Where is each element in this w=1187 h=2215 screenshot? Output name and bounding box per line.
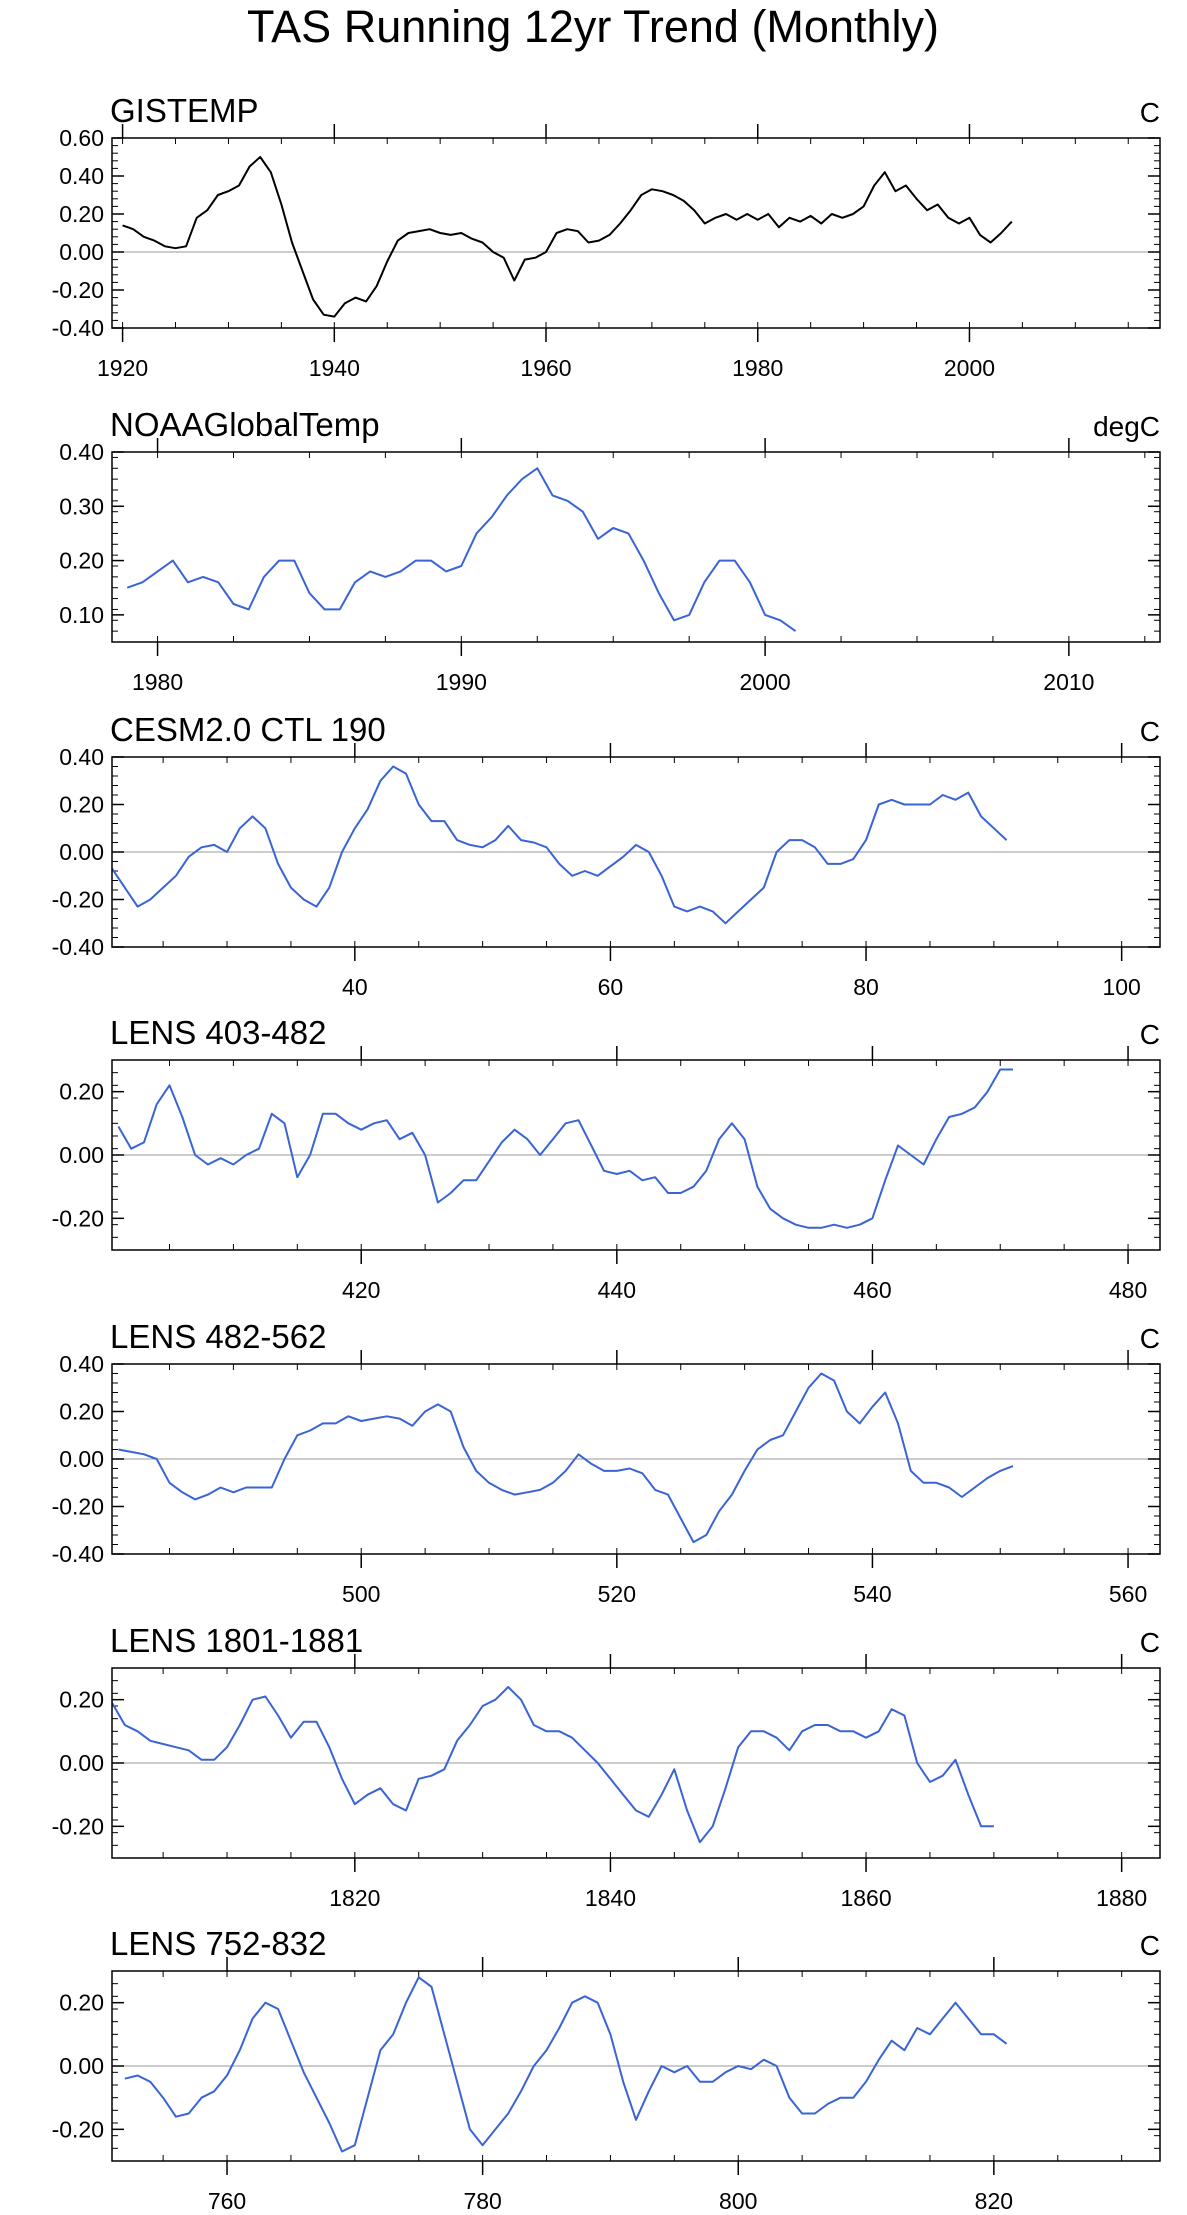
- y-tick-label: 0.20: [59, 1687, 104, 1713]
- y-tick-label: 0.40: [59, 163, 104, 189]
- y-tick-label: 0.20: [59, 1079, 104, 1105]
- panel-5: -0.40 -0.20 0.00 0.20 0.40 500 520 540 560 LENS 4…: [52, 1318, 1161, 1607]
- x-tick-label: 520: [598, 1581, 636, 1607]
- x-tick-label: 80: [853, 974, 879, 1000]
- x-tick-label: 60: [598, 974, 624, 1000]
- panel-title: GISTEMP: [110, 92, 259, 129]
- plot-frame: [111, 756, 1161, 948]
- series-line: [122, 156, 1013, 318]
- plot-frame: [111, 137, 1161, 329]
- x-tick-label: 1960: [520, 355, 571, 381]
- y-tick-label: -0.40: [52, 934, 104, 960]
- y-tick-label: 0.00: [59, 2053, 104, 2079]
- plot-frame: [111, 451, 1161, 643]
- figure-title: TAS Running 12yr Trend (Monthly): [247, 1, 939, 52]
- y-tick-label: 0.20: [59, 1990, 104, 2016]
- panels: -0.40 -0.20 0.00 0.20 0.40 0.60 1920 1940 1960 19…: [52, 92, 1161, 2214]
- y-tick-label: 0.00: [59, 239, 104, 265]
- y-tick-label: -0.20: [52, 2116, 104, 2142]
- y-tick-label: -0.20: [52, 1205, 104, 1231]
- panel-title: CESM2.0 CTL 190: [110, 711, 386, 748]
- x-tick-label: 820: [975, 2188, 1013, 2214]
- panel-3: -0.40 -0.20 0.00 0.20 0.40 40 60 80 100 CESM2.0 C…: [52, 711, 1161, 1000]
- panel-title: NOAAGlobalTemp: [110, 406, 380, 443]
- x-tick-label: 1980: [132, 669, 183, 695]
- panel-title: LENS 1801-1881: [110, 1622, 363, 1659]
- panel-1: -0.40 -0.20 0.00 0.20 0.40 0.60 1920 1940 1960 19…: [52, 92, 1161, 381]
- units-label: C: [1140, 1627, 1160, 1658]
- x-tick-label: 40: [342, 974, 368, 1000]
- x-tick-label: 480: [1109, 1277, 1147, 1303]
- x-tick-label: 1980: [732, 355, 783, 381]
- plot-frame: [111, 1970, 1161, 2162]
- series-line: [126, 467, 797, 632]
- x-tick-label: 780: [463, 2188, 501, 2214]
- y-tick-label: 0.20: [59, 1399, 104, 1425]
- plot-frame: [111, 1667, 1161, 1859]
- units-label: C: [1140, 1930, 1160, 1961]
- series-line: [124, 1976, 1008, 2153]
- x-tick-label: 1990: [436, 669, 487, 695]
- x-tick-label: 420: [342, 1277, 380, 1303]
- x-tick-label: 100: [1102, 974, 1140, 1000]
- series-line: [118, 1372, 1014, 1544]
- y-tick-label: 0.10: [59, 602, 104, 628]
- y-tick-label: -0.20: [52, 1494, 104, 1520]
- y-tick-label: 0.30: [59, 493, 104, 519]
- series-line: [111, 765, 1008, 925]
- plot-frame: [111, 1363, 1161, 1555]
- y-tick-label: -0.40: [52, 315, 104, 341]
- x-tick-label: 2000: [944, 355, 995, 381]
- y-tick-label: 0.60: [59, 125, 104, 151]
- units-label: C: [1140, 1019, 1160, 1050]
- x-tick-label: 560: [1109, 1581, 1147, 1607]
- units-label: C: [1140, 1323, 1160, 1354]
- y-tick-label: 0.40: [59, 744, 104, 770]
- x-tick-label: 460: [853, 1277, 891, 1303]
- panel-2: 0.10 0.20 0.30 0.40 1980 1990 2000 2010 NOAAGlob…: [59, 406, 1161, 695]
- units-label: C: [1140, 716, 1160, 747]
- y-tick-label: -0.20: [52, 1813, 104, 1839]
- x-tick-label: 440: [598, 1277, 636, 1303]
- panel-6: -0.20 0.00 0.20 1820 1840 1860 1880 LENS 1801-1…: [52, 1622, 1161, 1911]
- units-label: degC: [1093, 411, 1160, 442]
- series-line: [111, 1686, 994, 1844]
- y-tick-label: 0.00: [59, 1750, 104, 1776]
- y-tick-label: 0.20: [59, 201, 104, 227]
- x-tick-label: 1940: [309, 355, 360, 381]
- x-tick-label: 800: [719, 2188, 757, 2214]
- x-tick-label: 2010: [1043, 669, 1094, 695]
- x-tick-label: 1820: [329, 1885, 380, 1911]
- panel-7: -0.20 0.00 0.20 760 780 800 820 LENS 752-832 C: [52, 1925, 1161, 2214]
- panel-title: LENS 752-832: [110, 1925, 326, 1962]
- x-tick-label: 540: [853, 1581, 891, 1607]
- panel-title: LENS 482-562: [110, 1318, 326, 1355]
- x-tick-label: 1840: [585, 1885, 636, 1911]
- x-tick-label: 1880: [1096, 1885, 1147, 1911]
- y-tick-label: 0.00: [59, 839, 104, 865]
- y-tick-label: 0.20: [59, 548, 104, 574]
- x-tick-label: 1860: [840, 1885, 891, 1911]
- y-tick-label: 0.00: [59, 1142, 104, 1168]
- panel-4: -0.20 0.00 0.20 420 440 460 480 LENS 403-482 C: [52, 1014, 1161, 1303]
- y-tick-label: -0.20: [52, 277, 104, 303]
- y-tick-label: 0.40: [59, 439, 104, 465]
- y-tick-label: 0.20: [59, 792, 104, 818]
- x-tick-label: 500: [342, 1581, 380, 1607]
- y-tick-label: 0.00: [59, 1446, 104, 1472]
- panel-title: LENS 403-482: [110, 1014, 326, 1051]
- y-tick-label: -0.20: [52, 887, 104, 913]
- y-tick-label: -0.40: [52, 1541, 104, 1567]
- y-tick-label: 0.40: [59, 1351, 104, 1377]
- x-tick-label: 760: [208, 2188, 246, 2214]
- x-tick-label: 2000: [740, 669, 791, 695]
- series-line: [117, 1068, 1013, 1229]
- units-label: C: [1140, 97, 1160, 128]
- x-tick-label: 1920: [97, 355, 148, 381]
- plot-frame: [111, 1059, 1161, 1251]
